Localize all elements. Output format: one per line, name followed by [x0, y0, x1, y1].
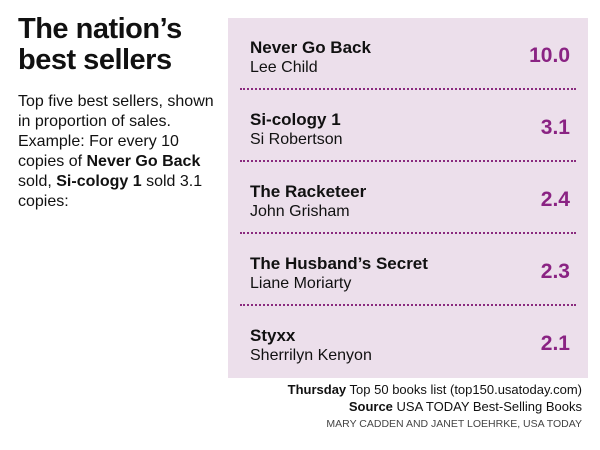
book-row: The Racketeer John Grisham 2.4: [228, 162, 588, 234]
footer-label: Thursday: [287, 382, 347, 397]
book-value: 3.1: [540, 116, 570, 139]
list-panel: Never Go Back Lee Child 10.0 Si-cology 1 Si …: [228, 18, 588, 378]
intro: Top five best sellers, shown in proporti…: [18, 92, 223, 212]
title: The nation’s best sellers: [18, 13, 182, 76]
book-author: Liane Moriarty: [250, 275, 352, 292]
book-row: The Husband’s Secret Liane Moriarty 2.3: [228, 234, 588, 306]
intro-text: sold,: [18, 173, 52, 190]
book-title: Never Go Back: [250, 38, 371, 57]
book-row: Styxx Sherrilyn Kenyon 2.1: [228, 306, 588, 378]
footer-line: Thursday Top 50 books list (top150.usato…: [288, 382, 582, 397]
book-value: 2.3: [540, 260, 570, 283]
intro-text: Top five best sellers, shown in proporti…: [18, 93, 214, 170]
book-author: Sherrilyn Kenyon: [250, 347, 372, 364]
book-title: The Racketeer: [250, 182, 367, 201]
footer-text: USA TODAY Best-Selling Books: [396, 399, 582, 414]
intro-bold: Never Go Back: [86, 153, 201, 170]
book-row: Si-cology 1 Si Robertson 3.1: [228, 90, 588, 162]
credit: MARY CADDEN AND JANET LOEHRKE, USA TODAY: [326, 418, 582, 430]
book-row: Never Go Back Lee Child 10.0: [228, 18, 588, 90]
book-value: 2.4: [540, 188, 570, 211]
footer-line: Source USA TODAY Best-Selling Books: [349, 399, 582, 414]
separator: [240, 160, 576, 162]
book-author: Si Robertson: [250, 131, 343, 148]
intro-bold: Si-cology 1: [56, 173, 142, 190]
book-author: Lee Child: [250, 59, 318, 76]
book-title: The Husband’s Secret: [250, 254, 428, 273]
book-title: Si-cology 1: [250, 110, 341, 129]
footer-label: Source: [348, 399, 393, 414]
book-title: Styxx: [250, 326, 296, 345]
intro-text: sold 3.1 copies:: [18, 173, 203, 210]
book-value: 10.0: [529, 44, 570, 67]
book-value: 2.1: [540, 332, 570, 355]
separator: [240, 88, 576, 90]
separator: [240, 304, 576, 306]
book-author: John Grisham: [250, 203, 350, 220]
footer-text: Top 50 books list (top150.usatoday.com): [349, 382, 582, 397]
separator: [240, 232, 576, 234]
